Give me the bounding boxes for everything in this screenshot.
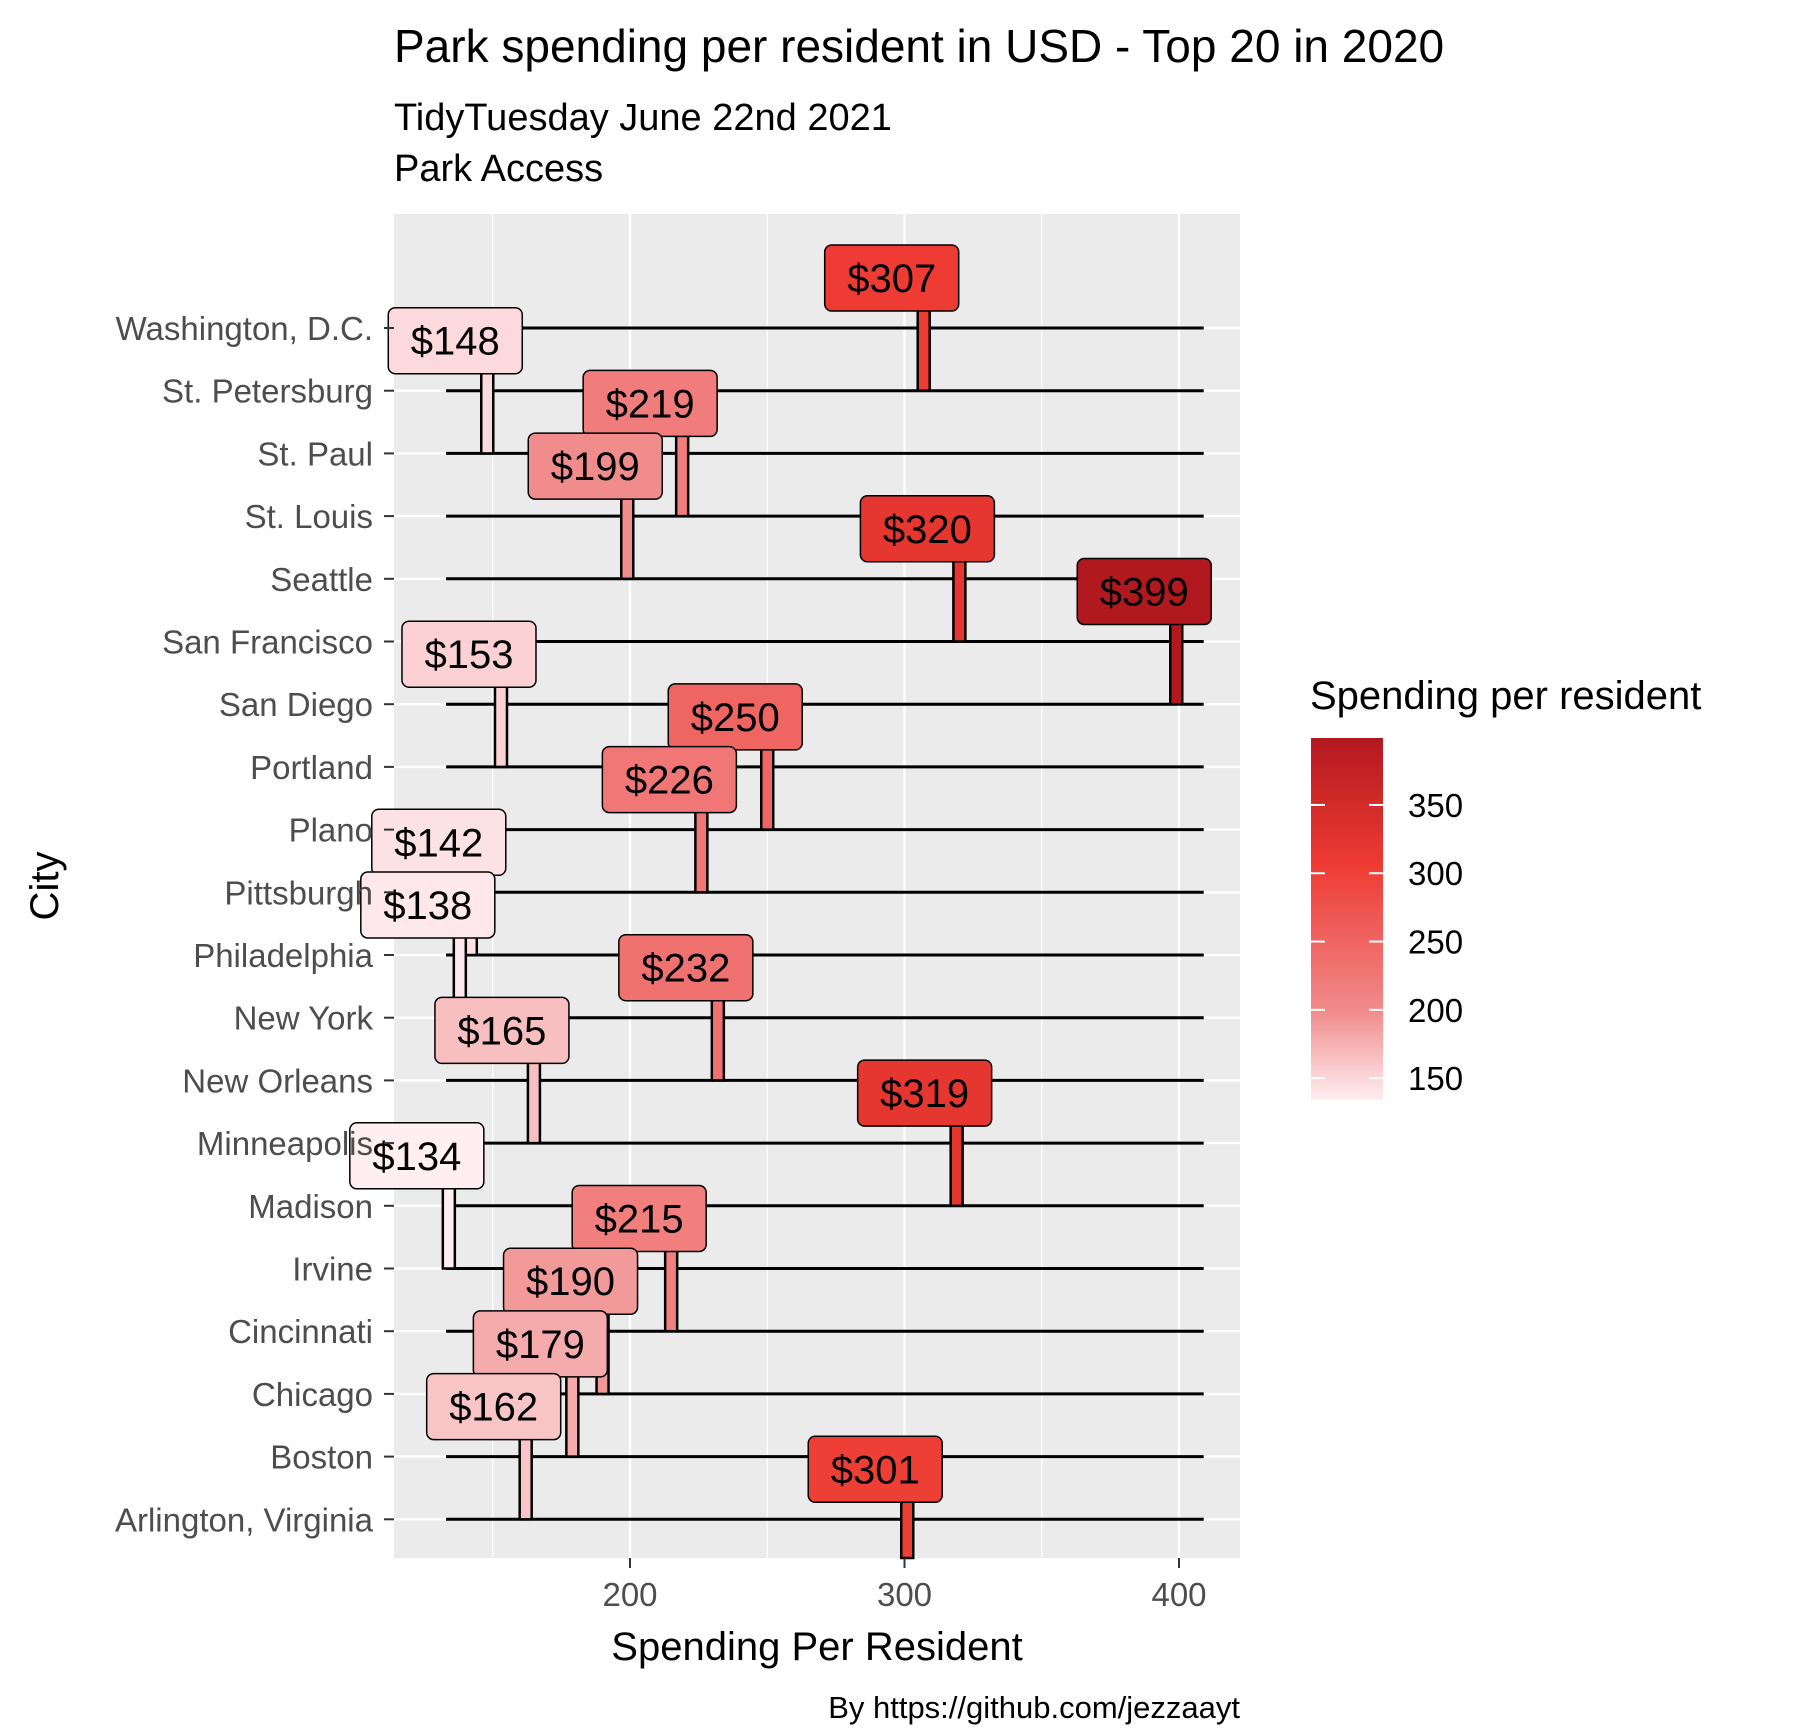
legend-tick-label: 200 <box>1408 992 1463 1029</box>
value-label-box <box>823 244 960 312</box>
y-tick-label: Pittsburgh <box>224 874 373 911</box>
value-label: $219 <box>582 369 718 438</box>
y-axis: Washington, D.C. St. Petersburg St. Paul St… <box>115 310 394 1538</box>
chart-title: Park spending per resident in USD - Top … <box>394 20 1444 72</box>
legend-ticks: 150 200 250 300 350 <box>1311 787 1463 1097</box>
y-tick-label: Minneapolis <box>197 1125 373 1162</box>
value-label: $215 <box>571 1184 707 1253</box>
value-label: $148 <box>387 306 524 375</box>
value-label: $179 <box>472 1310 609 1378</box>
value-label-box <box>425 1372 562 1441</box>
value-label: $399 <box>1076 557 1213 626</box>
value-label-text: $165 <box>457 1009 546 1053</box>
y-axis-title: City <box>23 852 67 921</box>
value-label: $165 <box>434 996 570 1065</box>
value-label-text: $179 <box>496 1323 585 1367</box>
value-label-box <box>601 745 738 814</box>
legend: Spending per resident 150 200 250 300 350 <box>1310 674 1701 1100</box>
y-tick-label: Philadelphia <box>193 937 373 974</box>
y-tick-label: Chicago <box>252 1376 373 1413</box>
value-label-box <box>349 1122 485 1190</box>
value-label-box <box>618 933 754 1002</box>
legend-tick-label: 250 <box>1408 924 1463 961</box>
value-label-text: $250 <box>691 696 780 740</box>
value-label-text: $134 <box>372 1135 461 1179</box>
value-label-text: $319 <box>880 1072 969 1116</box>
chart-subtitle-2: Park Access <box>394 148 603 190</box>
value-label: $138 <box>360 871 496 939</box>
legend-tick-label: 350 <box>1408 787 1463 824</box>
value-label-text: $148 <box>411 320 500 364</box>
legend-tick-label: 300 <box>1408 855 1463 892</box>
value-label: $250 <box>667 683 803 751</box>
y-tick-label: St. Petersburg <box>162 373 373 410</box>
value-label-text: $138 <box>383 884 472 928</box>
value-label: $162 <box>425 1372 562 1441</box>
y-tick-label: Irvine <box>292 1251 373 1288</box>
y-tick-label: San Diego <box>219 686 373 723</box>
value-label-box <box>527 432 664 500</box>
value-label-text: $301 <box>831 1448 920 1492</box>
x-axis: 200 300 400 <box>602 1558 1207 1613</box>
legend-title: Spending per resident <box>1310 674 1701 718</box>
x-tick-label: 400 <box>1151 1576 1206 1613</box>
caption: By https://github.com/jezzaayt <box>828 1690 1240 1725</box>
value-label: $226 <box>601 745 738 814</box>
value-label-box <box>1076 557 1213 626</box>
legend-colorbar <box>1311 738 1383 1100</box>
value-label-text: $162 <box>449 1386 538 1430</box>
value-label-text: $226 <box>625 759 714 803</box>
value-label: $134 <box>349 1122 485 1190</box>
value-label-box <box>859 495 996 563</box>
y-tick-label: Arlington, Virginia <box>115 1501 374 1538</box>
value-label-text: $153 <box>424 633 513 677</box>
y-tick-label: New Orleans <box>182 1062 373 1099</box>
value-label: $319 <box>856 1059 993 1127</box>
value-label-text: $232 <box>641 947 730 991</box>
y-tick-label: Madison <box>248 1188 373 1225</box>
value-label-box <box>360 871 496 939</box>
value-label: $307 <box>823 244 960 312</box>
value-label-text: $399 <box>1100 571 1189 615</box>
value-label-box <box>571 1184 707 1253</box>
value-label-box <box>387 306 524 375</box>
y-tick-label: Washington, D.C. <box>116 310 373 347</box>
value-label-text: $219 <box>606 382 695 426</box>
value-label: $320 <box>859 495 996 563</box>
value-label: $232 <box>618 933 754 1002</box>
value-label-text: $142 <box>394 821 483 865</box>
y-tick-label: Cincinnati <box>228 1313 373 1350</box>
y-tick-label: Plano <box>289 812 373 849</box>
value-label-box <box>856 1059 993 1127</box>
value-label: $190 <box>502 1247 639 1315</box>
value-label-text: $307 <box>847 257 936 301</box>
value-label: $153 <box>401 620 537 688</box>
y-tick-label: St. Paul <box>257 435 373 472</box>
y-tick-label: Seattle <box>270 561 373 598</box>
value-labels: $307 $148 $219 $199 $320 $399 $153 $250 $226 $142… <box>349 244 1213 1504</box>
y-tick-label: St. Louis <box>245 498 373 535</box>
x-tick-label: 200 <box>602 1576 657 1613</box>
value-label-box <box>401 620 537 688</box>
y-tick-label: Boston <box>270 1439 373 1476</box>
value-label-text: $190 <box>526 1260 615 1304</box>
y-tick-label: New York <box>234 1000 374 1037</box>
value-label-text: $320 <box>883 508 972 552</box>
x-axis-title: Spending Per Resident <box>611 1625 1022 1669</box>
baselines <box>446 326 1204 1521</box>
y-tick-label: Portland <box>250 749 373 786</box>
value-label: $142 <box>371 808 507 877</box>
value-label-text: $199 <box>551 445 640 489</box>
chart-subtitle: TidyTuesday June 22nd 2021 <box>394 97 892 139</box>
x-tick-label: 300 <box>877 1576 932 1613</box>
value-label-text: $215 <box>595 1198 684 1242</box>
y-tick-label: San Francisco <box>162 624 373 661</box>
legend-tick-label: 150 <box>1408 1060 1463 1097</box>
value-label-box <box>807 1435 943 1504</box>
value-label: $199 <box>527 432 664 500</box>
value-label: $301 <box>807 1435 943 1504</box>
value-label-box <box>434 996 570 1065</box>
